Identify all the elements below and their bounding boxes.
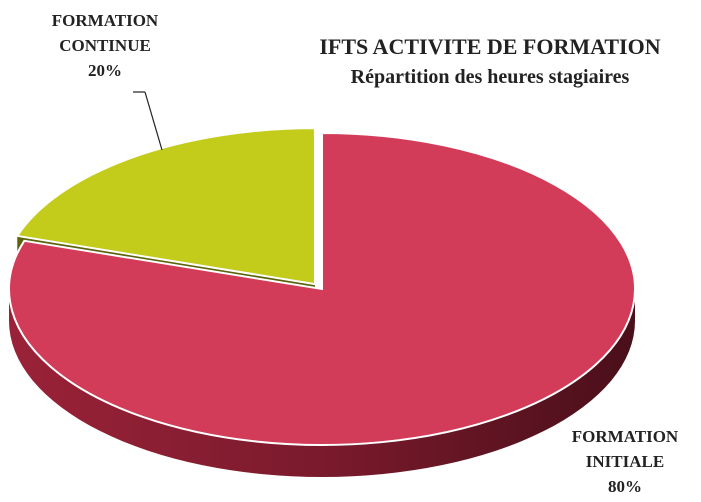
value-label: 20%: [88, 61, 122, 80]
category-label: FORMATION CONTINUE: [51, 11, 159, 55]
chart-title: IFTS ACTIVITE DE FORMATION: [319, 34, 661, 59]
slice-label: FORMATION CONTINUE 20%: [30, 8, 180, 83]
chart-subtitle: Répartition des heures stagiaires: [350, 66, 630, 88]
value-label: 80%: [608, 477, 642, 496]
slice-side: [9, 289, 635, 477]
slice: [8, 131, 636, 446]
slice-label: FORMATION INITIALE 80%: [555, 424, 695, 499]
category-label: FORMATION INITIALE: [571, 427, 679, 471]
leader-line: [144, 91, 163, 151]
slice: [15, 127, 316, 286]
